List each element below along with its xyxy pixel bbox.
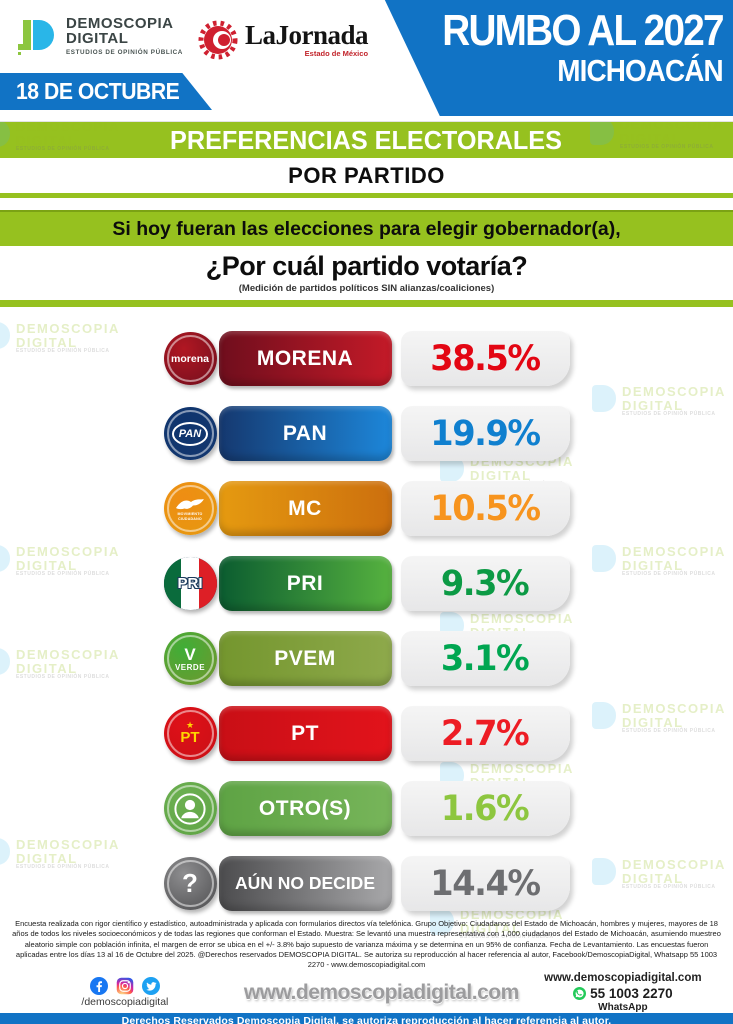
party-name: MC — [288, 496, 322, 520]
party-bar: OTRO(S) — [218, 781, 392, 836]
demoscopia-digital-logo: DEMOSCOPIA DIGITAL ESTUDIOS DE OPINIÓN P… — [16, 12, 183, 60]
banner-por-partido: POR PARTIDO — [0, 158, 733, 198]
party-name: MORENA — [256, 346, 354, 370]
question-intro-label: Si hoy fueran las elecciones para elegir… — [112, 217, 621, 240]
footer: /demoscopiadigital www.demoscopiadigital… — [0, 972, 733, 1014]
banner-preferencias: PREFERENCIAS ELECTORALES — [0, 122, 733, 158]
otros-logo-icon — [163, 782, 217, 835]
party-name: PAN — [282, 421, 328, 445]
lajornada-logo: LaJornada Estado de México — [198, 18, 369, 62]
brand-name-line2: DIGITAL — [66, 30, 129, 48]
morena-logo-icon: morena — [163, 332, 217, 385]
party-name: PT — [291, 721, 319, 745]
party-percentage: 10.5% — [430, 488, 541, 529]
banner-preferencias-label: PREFERENCIAS ELECTORALES — [170, 124, 563, 155]
party-row: morena MORENA 38.5% — [0, 331, 733, 386]
party-percentage: 1.6% — [441, 788, 530, 829]
instagram-icon[interactable] — [116, 977, 134, 995]
question-block: ¿Por cuál partido votaría? (Medición de … — [0, 246, 733, 300]
title-rumbo: RUMBO AL 2027 — [442, 6, 724, 55]
website-url-small[interactable]: www.demoscopiadigital.com — [544, 971, 702, 984]
party-pct-pill: 2.7% — [400, 706, 570, 761]
party-percentage: 3.1% — [441, 638, 530, 679]
copyright-bar: Derechos Reservados Demoscopia Digital, … — [0, 1012, 733, 1024]
pri-logo-icon: PRI — [163, 557, 217, 610]
brand-tagline: ESTUDIOS DE OPINIÓN PÚBLICA — [66, 48, 183, 56]
partner-name: LaJornada — [245, 20, 369, 51]
party-bar: MC — [218, 481, 392, 536]
party-pct-pill: 19.9% — [400, 406, 570, 461]
party-bar: MORENA — [218, 331, 392, 386]
whatsapp-number: 55 1003 2270 — [590, 985, 673, 1001]
party-row: OTRO(S) 1.6% — [0, 781, 733, 836]
party-percentage: 2.7% — [441, 713, 530, 754]
party-name: OTRO(S) — [258, 796, 352, 820]
party-row: V VERDE PVEM 3.1% — [0, 631, 733, 686]
party-row: ★ PT PT 2.7% — [0, 706, 733, 761]
party-bar: AÚN NO DECIDE — [218, 856, 392, 911]
website-url[interactable]: www.demoscopiadigital.com — [243, 980, 519, 1004]
party-percentage: 19.9% — [430, 413, 541, 454]
campaign-title: RUMBO AL 2027 MICHOACÁN — [404, 6, 724, 88]
party-pct-pill: 14.4% — [400, 856, 570, 911]
whatsapp-label: WhatsApp — [598, 1001, 648, 1013]
party-pct-pill: 1.6% — [400, 781, 570, 836]
party-row: PAN PAN 19.9% — [0, 406, 733, 461]
contact-block: www.demoscopiadigital.com 55 1003 2270 W… — [527, 972, 719, 1014]
date-badge-label: 18 DE OCTUBRE — [16, 78, 180, 104]
demoscopia-d-icon — [18, 20, 54, 55]
green-divider — [0, 300, 733, 307]
header: DEMOSCOPIA DIGITAL ESTUDIOS DE OPINIÓN P… — [0, 0, 733, 116]
party-pct-pill: 10.5% — [400, 481, 570, 536]
party-row: ? AÚN NO DECIDE 14.4% — [0, 856, 733, 911]
pvem-logo-icon: V VERDE — [163, 632, 217, 685]
methodology-note: Encuesta realizada con rigor científico … — [12, 919, 721, 970]
facebook-icon[interactable] — [89, 977, 108, 996]
mc-logo-icon: MOVIMIENTO CIUDADANO — [163, 482, 217, 535]
party-name: PRI — [286, 571, 324, 595]
twitter-icon[interactable] — [141, 977, 160, 996]
party-row: PRI PRI 9.3% — [0, 556, 733, 611]
party-pct-pill: 3.1% — [400, 631, 570, 686]
party-pct-pill: 9.3% — [400, 556, 570, 611]
whatsapp-icon — [573, 987, 587, 1001]
brand-name-line1: DEMOSCOPIA — [66, 14, 174, 32]
banner-por-partido-label: POR PARTIDO — [288, 162, 445, 188]
question-title: ¿Por cuál partido votaría? — [205, 251, 528, 281]
party-bar: PRI — [218, 556, 392, 611]
party-row: MOVIMIENTO CIUDADANO MC 10.5% — [0, 481, 733, 536]
party-bar: PT — [218, 706, 392, 761]
pt-logo-icon: ★ PT — [163, 707, 217, 760]
spacer — [0, 198, 733, 210]
partner-subtitle: Estado de México — [304, 49, 369, 59]
copyright-text: Derechos Reservados Demoscopia Digital, … — [121, 1015, 612, 1024]
header-divider — [0, 116, 733, 122]
party-pct-pill: 38.5% — [400, 331, 570, 386]
party-bar: PVEM — [218, 631, 392, 686]
party-bar: PAN — [218, 406, 392, 461]
nodecide-logo-icon: ? — [163, 857, 217, 910]
social-handle: /demoscopiadigital — [81, 996, 169, 1009]
date-badge: 18 DE OCTUBRE — [0, 73, 212, 110]
title-region: MICHOACÁN — [557, 53, 724, 88]
lajornada-sun-icon — [198, 20, 238, 60]
party-percentage: 38.5% — [430, 338, 541, 379]
party-name: AÚN NO DECIDE — [234, 873, 375, 893]
party-results-list: morena MORENA 38.5% PAN PAN 19.9% MOVIMI… — [0, 307, 733, 911]
pan-logo-icon: PAN — [163, 407, 217, 460]
party-percentage: 14.4% — [430, 863, 541, 904]
party-name: PVEM — [274, 646, 336, 670]
party-percentage: 9.3% — [441, 563, 530, 604]
social-links: /demoscopiadigital — [14, 977, 236, 1008]
question-note: (Medición de partidos políticos SIN alia… — [238, 283, 495, 294]
question-intro-banner: Si hoy fueran las elecciones para elegir… — [0, 210, 733, 246]
